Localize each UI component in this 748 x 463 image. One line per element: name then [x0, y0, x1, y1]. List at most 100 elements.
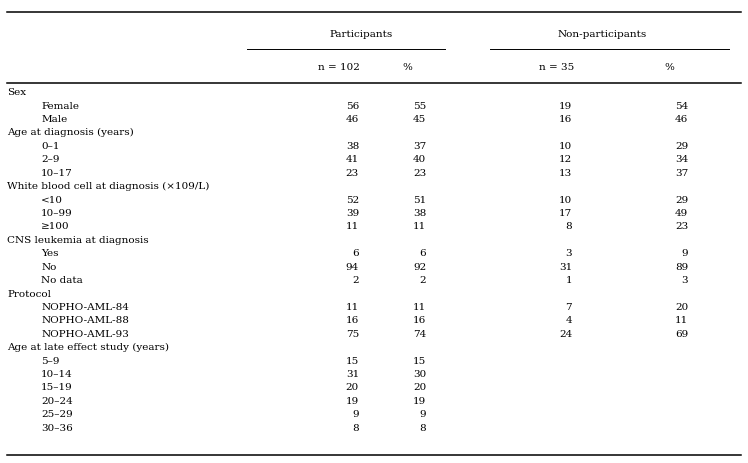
- Text: 49: 49: [675, 209, 688, 218]
- Text: %: %: [402, 63, 413, 72]
- Text: 2: 2: [352, 276, 359, 285]
- Text: 11: 11: [413, 222, 426, 232]
- Text: 54: 54: [675, 101, 688, 111]
- Text: 17: 17: [559, 209, 572, 218]
- Text: 37: 37: [675, 169, 688, 178]
- Text: 10: 10: [559, 142, 572, 151]
- Text: 94: 94: [346, 263, 359, 272]
- Text: 39: 39: [346, 209, 359, 218]
- Text: 2: 2: [420, 276, 426, 285]
- Text: 6: 6: [352, 249, 359, 258]
- Text: 24: 24: [559, 330, 572, 339]
- Text: 20: 20: [346, 383, 359, 393]
- Text: 89: 89: [675, 263, 688, 272]
- Text: 8: 8: [420, 424, 426, 433]
- Text: 69: 69: [675, 330, 688, 339]
- Text: 38: 38: [346, 142, 359, 151]
- Text: 20–24: 20–24: [41, 397, 73, 406]
- Text: 23: 23: [413, 169, 426, 178]
- Text: NOPHO-AML-93: NOPHO-AML-93: [41, 330, 129, 339]
- Text: 41: 41: [346, 155, 359, 164]
- Text: 15: 15: [346, 357, 359, 366]
- Text: 16: 16: [413, 316, 426, 325]
- Text: 7: 7: [565, 303, 572, 312]
- Text: 19: 19: [346, 397, 359, 406]
- Text: 52: 52: [346, 195, 359, 205]
- Text: 16: 16: [346, 316, 359, 325]
- Text: 29: 29: [675, 142, 688, 151]
- Text: 46: 46: [675, 115, 688, 124]
- Text: 74: 74: [413, 330, 426, 339]
- Text: 8: 8: [352, 424, 359, 433]
- Text: CNS leukemia at diagnosis: CNS leukemia at diagnosis: [7, 236, 149, 245]
- Text: ≥100: ≥100: [41, 222, 70, 232]
- Text: 15: 15: [413, 357, 426, 366]
- Text: 20: 20: [675, 303, 688, 312]
- Text: 0–1: 0–1: [41, 142, 60, 151]
- Text: Protocol: Protocol: [7, 289, 52, 299]
- Text: 4: 4: [565, 316, 572, 325]
- Text: NOPHO-AML-88: NOPHO-AML-88: [41, 316, 129, 325]
- Text: n = 35: n = 35: [539, 63, 574, 72]
- Text: n = 102: n = 102: [318, 63, 360, 72]
- Text: 12: 12: [559, 155, 572, 164]
- Text: No: No: [41, 263, 57, 272]
- Text: 34: 34: [675, 155, 688, 164]
- Text: 45: 45: [413, 115, 426, 124]
- Text: Male: Male: [41, 115, 67, 124]
- Text: 55: 55: [413, 101, 426, 111]
- Text: Sex: Sex: [7, 88, 27, 97]
- Text: %: %: [664, 63, 675, 72]
- Text: 6: 6: [420, 249, 426, 258]
- Text: 10–17: 10–17: [41, 169, 73, 178]
- Text: 15–19: 15–19: [41, 383, 73, 393]
- Text: 19: 19: [413, 397, 426, 406]
- Text: 5–9: 5–9: [41, 357, 60, 366]
- Text: Age at diagnosis (years): Age at diagnosis (years): [7, 128, 134, 138]
- Text: 20: 20: [413, 383, 426, 393]
- Text: 56: 56: [346, 101, 359, 111]
- Text: 9: 9: [420, 410, 426, 419]
- Text: Non-participants: Non-participants: [557, 30, 647, 39]
- Text: 11: 11: [675, 316, 688, 325]
- Text: 30–36: 30–36: [41, 424, 73, 433]
- Text: 10–99: 10–99: [41, 209, 73, 218]
- Text: 13: 13: [559, 169, 572, 178]
- Text: 31: 31: [346, 370, 359, 379]
- Text: 75: 75: [346, 330, 359, 339]
- Text: 40: 40: [413, 155, 426, 164]
- Text: No data: No data: [41, 276, 83, 285]
- Text: White blood cell at diagnosis (×109/L): White blood cell at diagnosis (×109/L): [7, 182, 210, 191]
- Text: 23: 23: [675, 222, 688, 232]
- Text: 31: 31: [559, 263, 572, 272]
- Text: 11: 11: [346, 222, 359, 232]
- Text: 3: 3: [565, 249, 572, 258]
- Text: 9: 9: [352, 410, 359, 419]
- Text: 19: 19: [559, 101, 572, 111]
- Text: 1: 1: [565, 276, 572, 285]
- Text: NOPHO-AML-84: NOPHO-AML-84: [41, 303, 129, 312]
- Text: 9: 9: [681, 249, 688, 258]
- Text: 51: 51: [413, 195, 426, 205]
- Text: 10: 10: [559, 195, 572, 205]
- Text: 25–29: 25–29: [41, 410, 73, 419]
- Text: 3: 3: [681, 276, 688, 285]
- Text: 11: 11: [413, 303, 426, 312]
- Text: Participants: Participants: [330, 30, 393, 39]
- Text: Age at late effect study (years): Age at late effect study (years): [7, 343, 170, 352]
- Text: 92: 92: [413, 263, 426, 272]
- Text: 10–14: 10–14: [41, 370, 73, 379]
- Text: Yes: Yes: [41, 249, 58, 258]
- Text: 2–9: 2–9: [41, 155, 60, 164]
- Text: 30: 30: [413, 370, 426, 379]
- Text: 38: 38: [413, 209, 426, 218]
- Text: 37: 37: [413, 142, 426, 151]
- Text: 46: 46: [346, 115, 359, 124]
- Text: 8: 8: [565, 222, 572, 232]
- Text: <10: <10: [41, 195, 63, 205]
- Text: 23: 23: [346, 169, 359, 178]
- Text: 29: 29: [675, 195, 688, 205]
- Text: 11: 11: [346, 303, 359, 312]
- Text: Female: Female: [41, 101, 79, 111]
- Text: 16: 16: [559, 115, 572, 124]
